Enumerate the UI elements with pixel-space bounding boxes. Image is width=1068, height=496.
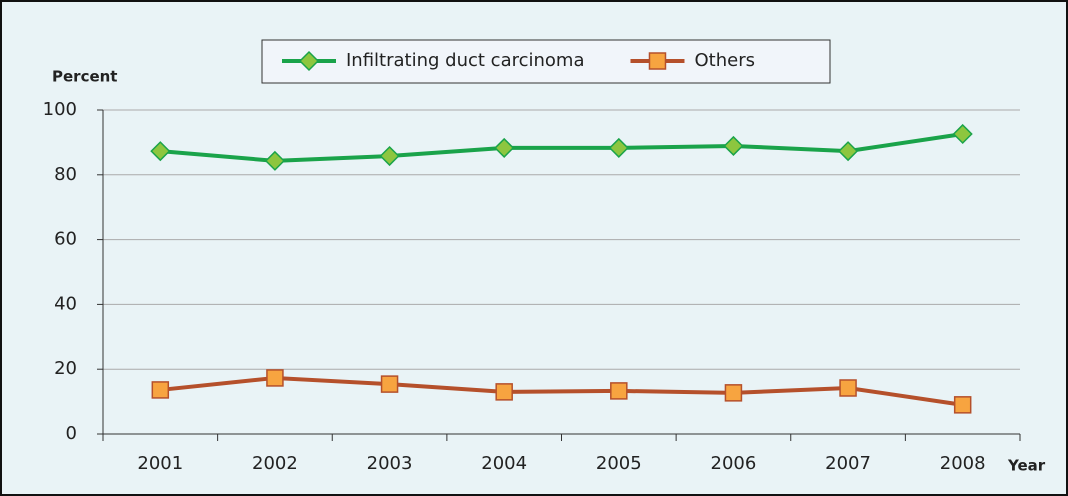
marker xyxy=(608,137,629,158)
marker xyxy=(953,396,972,414)
marker xyxy=(839,379,857,397)
x-axis-label: Year xyxy=(1007,457,1046,475)
marker xyxy=(379,145,400,167)
x-tick-label: 2004 xyxy=(481,453,527,474)
marker xyxy=(266,369,284,387)
x-tick-label: 2005 xyxy=(596,453,642,474)
marker xyxy=(494,137,515,158)
x-tick-label: 2001 xyxy=(137,453,183,474)
legend-label: Others xyxy=(694,50,755,71)
marker xyxy=(724,384,743,402)
marker xyxy=(150,141,171,162)
y-tick-label: 20 xyxy=(54,358,77,379)
y-axis-label: Percent xyxy=(52,68,117,86)
y-tick-label: 0 xyxy=(66,423,77,444)
marker xyxy=(298,50,320,72)
marker xyxy=(723,135,744,157)
series-line xyxy=(160,375,963,407)
y-tick-label: 80 xyxy=(54,164,77,185)
marker xyxy=(264,150,285,171)
marker xyxy=(838,141,859,162)
x-tick-label: 2002 xyxy=(252,453,298,474)
legend-label: Infiltrating duct carcinoma xyxy=(346,50,584,71)
marker xyxy=(380,375,399,393)
y-tick-label: 40 xyxy=(54,293,77,314)
x-tick-label: 2006 xyxy=(711,453,757,474)
marker xyxy=(952,123,973,145)
x-tick-label: 2008 xyxy=(940,453,986,474)
x-tick-label: 2007 xyxy=(825,453,871,474)
legend-box xyxy=(261,39,831,84)
marker xyxy=(610,382,628,400)
y-tick-label: 60 xyxy=(54,229,77,250)
marker xyxy=(495,383,513,401)
marker xyxy=(151,381,170,399)
y-tick-label: 100 xyxy=(43,99,77,120)
x-tick-label: 2003 xyxy=(367,453,413,474)
marker xyxy=(648,52,667,70)
series-line xyxy=(160,131,963,163)
